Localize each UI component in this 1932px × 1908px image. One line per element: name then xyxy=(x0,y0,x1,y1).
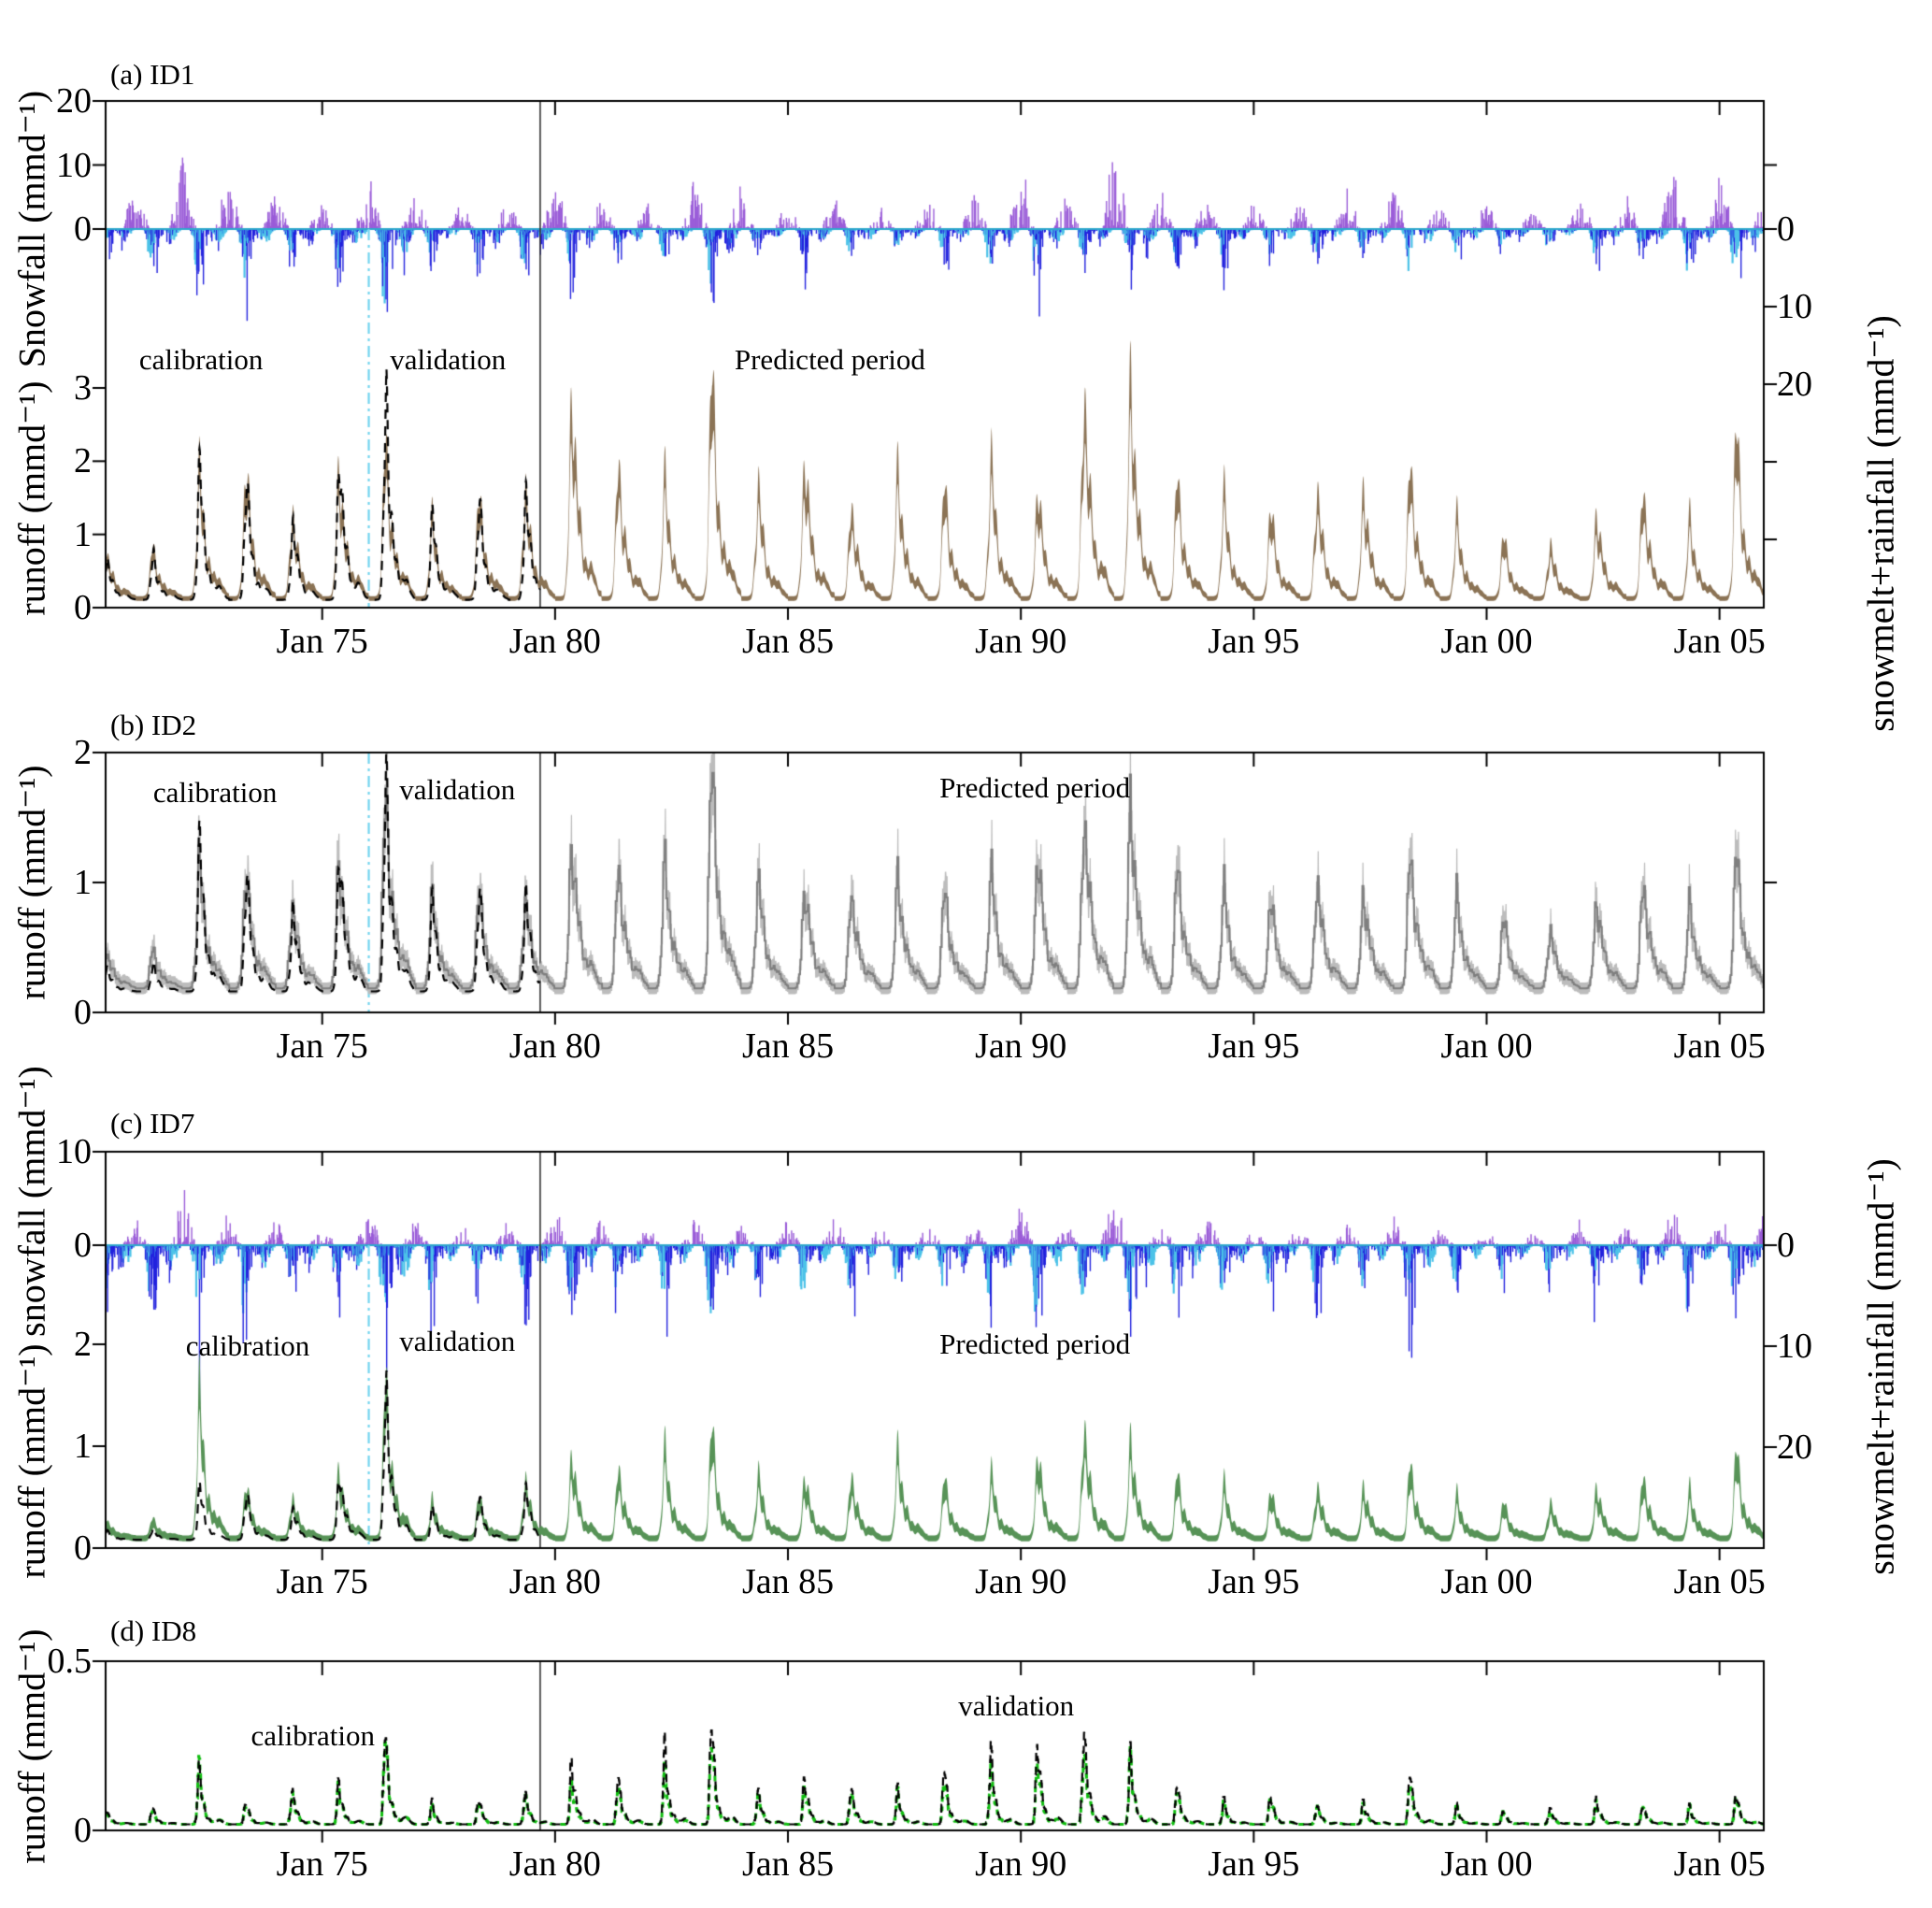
x-tick-label-panel-d-3: Jan 90 xyxy=(975,1844,1067,1884)
x-tick-label-panel-c-5: Jan 00 xyxy=(1440,1562,1533,1601)
x-tick-label-panel-a-2: Jan 85 xyxy=(741,622,835,661)
panel-c-snowfall-axis-label: snowfall (mmd⁻¹) xyxy=(10,1066,53,1337)
panel-a-runoff-axis-label: runoff (mmd⁻¹) xyxy=(10,380,53,616)
right-tick-label-panel-a-0: 0 xyxy=(1777,209,1795,249)
panel-b-title: (b) ID2 xyxy=(110,709,197,741)
y-tick-label-panel-b-2: 0 xyxy=(74,993,92,1032)
y-tick-label-panel-c-4: 0 xyxy=(74,1528,92,1568)
y-tick-label-panel-a-0: 20 xyxy=(56,81,92,121)
x-tick-label-panel-d-0: Jan 75 xyxy=(276,1844,368,1884)
annotation-validation-panel-c: validation xyxy=(399,1324,516,1357)
x-tick-label-panel-b-2: Jan 85 xyxy=(741,1026,835,1066)
x-tick-label-panel-b-6: Jan 05 xyxy=(1673,1026,1766,1066)
y-tick-label-panel-d-1: 0 xyxy=(74,1811,92,1850)
right-tick-label-panel-a-1: 10 xyxy=(1777,287,1812,326)
x-tick-label-panel-a-1: Jan 80 xyxy=(508,622,601,661)
x-tick-label-panel-c-2: Jan 85 xyxy=(741,1562,835,1601)
annotation-calibration-panel-a: calibration xyxy=(138,343,264,377)
y-tick-label-panel-b-0: 2 xyxy=(74,733,92,772)
right-tick-label-panel-c-0: 0 xyxy=(1777,1226,1795,1265)
x-tick-label-panel-c-3: Jan 90 xyxy=(975,1562,1067,1601)
panel-a-right-axis-label: snowmelt+rainfall (mmd⁻¹) xyxy=(1859,315,1902,732)
panel-a-title: (a) ID1 xyxy=(110,58,195,91)
x-tick-label-panel-b-1: Jan 80 xyxy=(508,1026,601,1066)
annotation-predicted-period-panel-c: Predicted period xyxy=(939,1327,1131,1360)
y-tick-label-panel-c-3: 1 xyxy=(74,1427,92,1466)
x-tick-label-panel-b-3: Jan 90 xyxy=(975,1026,1067,1066)
panel-d-title: (d) ID8 xyxy=(110,1614,197,1647)
x-tick-label-panel-b-5: Jan 00 xyxy=(1440,1026,1533,1066)
x-tick-label-panel-d-4: Jan 95 xyxy=(1208,1844,1300,1884)
x-tick-label-panel-a-4: Jan 95 xyxy=(1208,622,1300,661)
y-tick-label-panel-a-1: 10 xyxy=(56,145,92,185)
x-tick-label-panel-a-3: Jan 90 xyxy=(975,622,1067,661)
x-tick-label-panel-d-6: Jan 05 xyxy=(1673,1844,1766,1884)
right-tick-label-panel-c-1: 10 xyxy=(1777,1327,1812,1366)
x-tick-label-panel-c-0: Jan 75 xyxy=(276,1562,368,1601)
y-tick-label-panel-c-1: 0 xyxy=(74,1226,92,1265)
annotation-predicted-period-panel-b: Predicted period xyxy=(939,770,1131,804)
x-tick-label-panel-c-1: Jan 80 xyxy=(508,1562,601,1601)
right-tick-label-panel-a-2: 20 xyxy=(1777,365,1812,404)
annotation-predicted-period-panel-a: Predicted period xyxy=(734,343,925,377)
x-tick-label-panel-b-4: Jan 95 xyxy=(1208,1026,1300,1066)
x-tick-label-panel-c-6: Jan 05 xyxy=(1673,1562,1766,1601)
annotation-validation-panel-b: validation xyxy=(399,773,516,807)
y-tick-label-panel-a-5: 1 xyxy=(74,514,92,554)
panel-c-title: (c) ID7 xyxy=(110,1107,195,1140)
y-tick-label-panel-a-3: 3 xyxy=(74,368,92,408)
annotation-validation-panel-d: validation xyxy=(958,1689,1075,1723)
annotation-calibration-panel-d: calibration xyxy=(250,1719,376,1752)
right-tick-label-panel-c-2: 20 xyxy=(1777,1427,1812,1467)
x-tick-label-panel-d-2: Jan 85 xyxy=(741,1844,835,1884)
y-tick-label-panel-c-2: 2 xyxy=(74,1325,92,1364)
y-tick-label-panel-c-0: 10 xyxy=(56,1132,92,1171)
x-tick-label-panel-a-6: Jan 05 xyxy=(1673,622,1766,661)
y-tick-label-panel-a-4: 2 xyxy=(74,441,92,481)
x-tick-label-panel-d-1: Jan 80 xyxy=(508,1844,601,1884)
x-tick-label-panel-a-5: Jan 00 xyxy=(1440,622,1533,661)
annotation-validation-panel-a: validation xyxy=(390,343,507,377)
x-tick-label-panel-b-0: Jan 75 xyxy=(276,1026,368,1066)
y-tick-label-panel-d-0: 0.5 xyxy=(47,1642,93,1681)
y-tick-label-panel-a-6: 0 xyxy=(74,588,92,627)
annotation-calibration-panel-c: calibration xyxy=(185,1329,310,1363)
x-tick-label-panel-d-5: Jan 00 xyxy=(1440,1844,1533,1884)
x-tick-label-panel-a-0: Jan 75 xyxy=(276,622,368,661)
y-tick-label-panel-b-1: 1 xyxy=(74,863,92,902)
annotation-calibration-panel-b: calibration xyxy=(152,776,278,810)
y-tick-label-panel-a-2: 0 xyxy=(74,209,92,249)
panel-c-right-axis-label: snowmelt+rainfall (mmd⁻¹) xyxy=(1859,1158,1902,1575)
x-tick-label-panel-c-4: Jan 95 xyxy=(1208,1562,1300,1601)
